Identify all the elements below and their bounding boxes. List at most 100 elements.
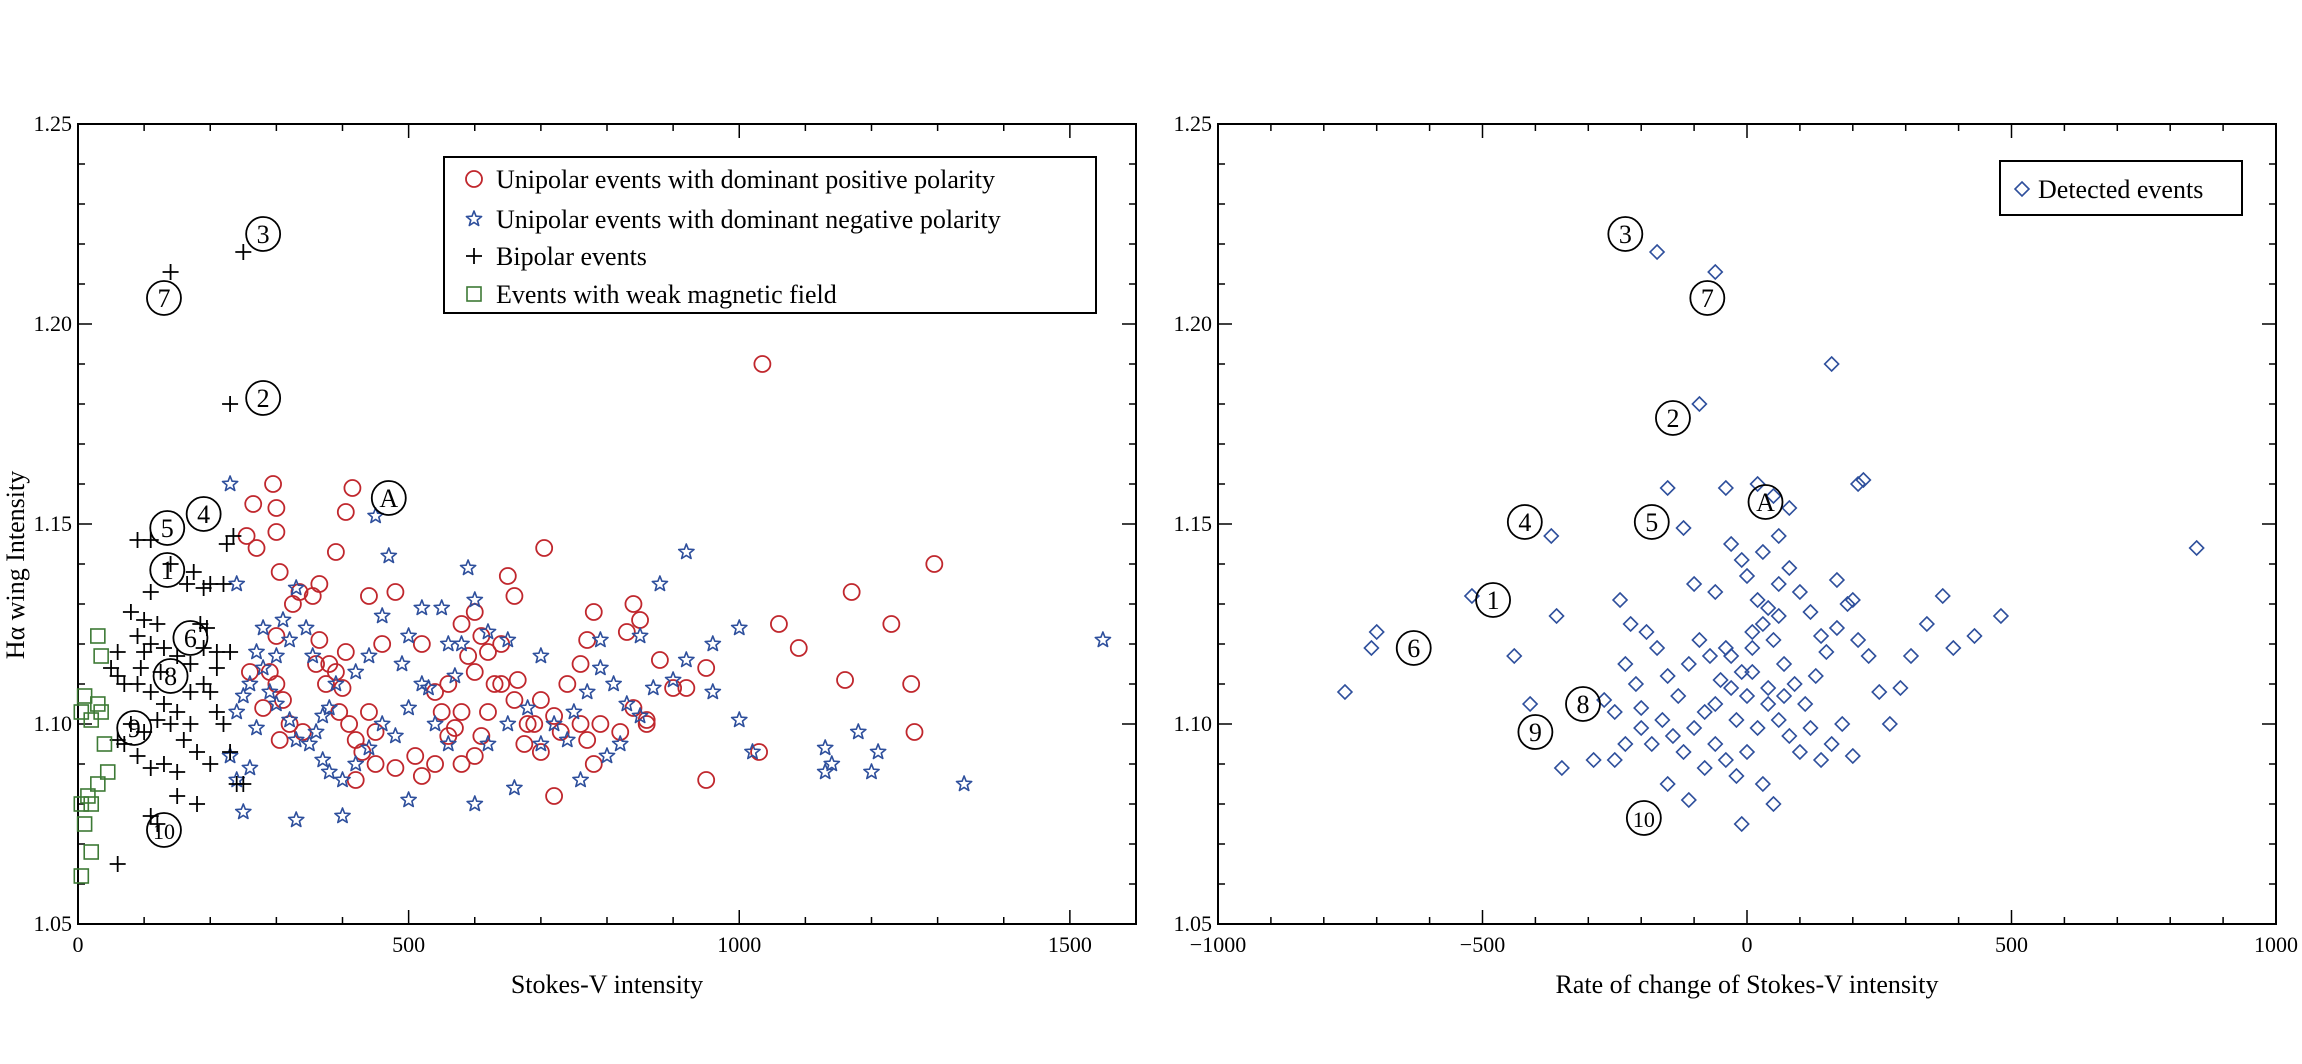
data-point-plus — [208, 704, 225, 720]
data-point-circle — [459, 647, 478, 665]
data-point-diamond — [1521, 695, 1539, 713]
legend-marker — [465, 210, 483, 227]
data-point-circle — [270, 563, 289, 581]
annotation-label: 9 — [116, 710, 153, 746]
data-point-star — [234, 687, 252, 704]
data-point-star — [241, 759, 259, 776]
data-point-square — [90, 696, 106, 712]
data-point-circle — [247, 539, 266, 557]
data-point-plus — [149, 616, 166, 632]
data-point-circle — [531, 743, 550, 761]
annotation-label: 2 — [245, 380, 282, 416]
y-tick-label: 1.15 — [34, 511, 73, 536]
data-point-diamond — [1744, 639, 1761, 657]
data-point-circle — [360, 587, 378, 605]
data-point-diamond — [1966, 627, 1983, 645]
data-point-diamond — [1336, 683, 1354, 701]
data-point-diamond — [1828, 619, 1846, 637]
data-point-circle — [267, 675, 286, 693]
data-point-star — [254, 619, 272, 636]
data-point-star — [254, 659, 272, 676]
data-point-diamond — [1611, 591, 1629, 609]
data-point-diamond — [1849, 631, 1867, 649]
data-point-plus — [179, 576, 196, 592]
data-point-diamond — [1839, 595, 1856, 613]
legend-symbol-plus — [466, 248, 482, 264]
data-point-diamond — [1722, 679, 1740, 697]
legend-symbol-square — [466, 286, 482, 302]
data-point-star — [373, 715, 391, 732]
legend-marker — [466, 248, 482, 264]
legend-item-negative: Unipolar events with dominant negative p… — [465, 205, 1001, 234]
data-point-plus — [169, 704, 186, 720]
annotation-label: 7 — [1689, 280, 1726, 316]
x-tick-label: 0 — [1742, 932, 1753, 957]
data-point-circle — [406, 747, 425, 765]
data-point-circle — [617, 623, 636, 641]
data-point-star — [248, 719, 265, 736]
x-axis-label: Rate of change of Stokes-V intensity — [1556, 970, 1939, 999]
data-point-diamond — [1765, 631, 1782, 649]
data-point-star — [506, 779, 523, 796]
data-point-circle — [386, 759, 405, 777]
right-scatter-panel: −1000 −500 0 500 1000 1.05 1.10 1.15 1.20 1.25 3 7… — [1174, 111, 2299, 999]
data-point-circle — [545, 787, 563, 805]
data-point-diamond — [1733, 663, 1750, 681]
data-point-star — [479, 735, 497, 752]
data-point-circle — [284, 595, 302, 613]
data-point-plus — [169, 788, 186, 804]
data-point-plus — [218, 536, 235, 552]
data-point-circle — [366, 723, 385, 741]
data-point-diamond — [1765, 795, 1782, 813]
data-point-star — [281, 631, 298, 648]
data-point-circle — [515, 735, 534, 753]
data-point-diamond — [1802, 603, 1819, 621]
x-tick-label: −1000 — [1190, 932, 1246, 957]
annotation-text: 9 — [128, 714, 141, 743]
data-point-star — [281, 711, 298, 728]
data-point-star — [297, 619, 315, 636]
legend-marker — [466, 286, 482, 302]
data-point-diamond — [1685, 719, 1703, 737]
data-point-star — [241, 675, 259, 692]
data-point-diamond — [1754, 543, 1772, 561]
data-point-star — [816, 739, 834, 756]
data-point-plus — [109, 644, 126, 660]
y-axis-label: Hα wing Intensity — [1, 471, 30, 659]
data-point-star — [466, 591, 484, 608]
data-point-diamond — [1823, 735, 1840, 753]
data-point-circle — [472, 727, 491, 745]
data-point-circle — [902, 675, 921, 693]
data-point-diamond — [1992, 607, 2010, 625]
data-point-plus — [155, 696, 172, 712]
legend: Detected events — [1999, 160, 2243, 216]
x-tick-label: 1500 — [1048, 932, 1092, 957]
annotation-circle — [149, 552, 186, 588]
data-point-circle — [336, 643, 355, 661]
data-point-diamond — [1781, 499, 1798, 517]
data-point-diamond — [1775, 655, 1793, 673]
data-point-star — [347, 755, 365, 772]
data-point-diamond — [1659, 667, 1676, 685]
data-point-circle — [518, 715, 537, 733]
data-point-plus — [109, 668, 126, 684]
annotation-label: 6 — [1395, 630, 1432, 666]
data-point-plus — [202, 756, 219, 772]
data-point-diamond — [1707, 735, 1724, 753]
data-point-diamond — [1738, 567, 1756, 585]
annotation-label: 3 — [245, 216, 282, 252]
data-point-square — [73, 796, 90, 812]
data-point-circle — [770, 615, 788, 633]
data-point-circle — [270, 731, 289, 749]
data-point-circle — [343, 479, 362, 497]
data-point-circle — [905, 723, 924, 741]
annotation-text: 8 — [1577, 690, 1590, 719]
data-point-circle — [505, 587, 524, 605]
legend-label-detected: Detected events — [2038, 175, 2203, 204]
annotation-text: A — [1756, 488, 1775, 517]
data-point-circle — [789, 639, 808, 657]
y-tick-label: 1.05 — [1174, 911, 1213, 936]
data-point-diamond — [1707, 263, 1724, 281]
